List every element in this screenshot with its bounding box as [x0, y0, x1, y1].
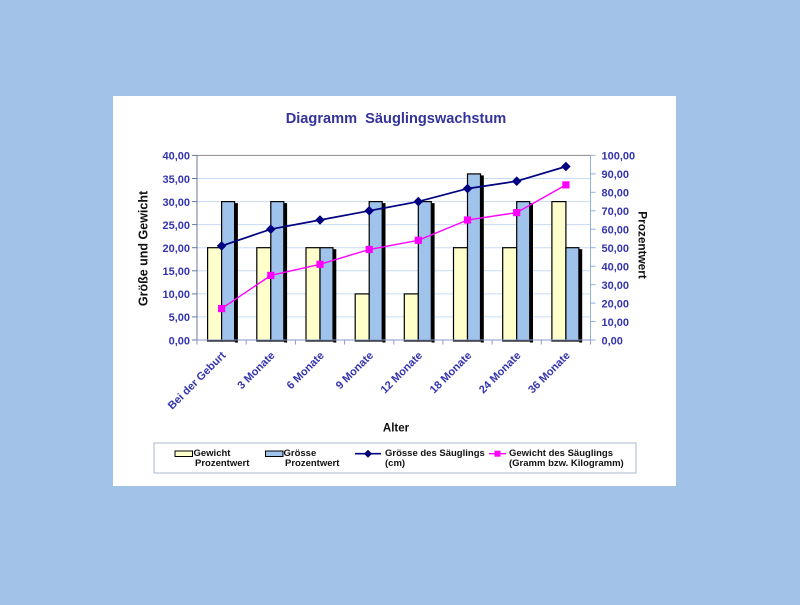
svg-text:50,00: 50,00 [602, 243, 630, 255]
svg-text:0,00: 0,00 [169, 335, 190, 347]
svg-text:Größe und Gewicht: Größe und Gewicht [137, 190, 151, 306]
svg-text:80,00: 80,00 [602, 188, 630, 200]
svg-text:40,00: 40,00 [162, 151, 190, 163]
svg-text:90,00: 90,00 [602, 169, 630, 181]
svg-text:20,00: 20,00 [162, 243, 190, 255]
svg-text:5,00: 5,00 [169, 312, 190, 324]
svg-text:Grösse: Grösse [284, 448, 317, 459]
svg-text:Alter: Alter [383, 423, 410, 435]
svg-text:Prozentwert: Prozentwert [636, 211, 650, 279]
svg-text:10,00: 10,00 [162, 289, 190, 301]
svg-text:30,00: 30,00 [602, 280, 630, 292]
svg-text:35,00: 35,00 [162, 174, 190, 186]
svg-text:0,00: 0,00 [602, 335, 623, 347]
svg-text:40,00: 40,00 [602, 262, 630, 274]
svg-text:60,00: 60,00 [602, 225, 630, 237]
svg-text:70,00: 70,00 [602, 206, 630, 218]
svg-text:(cm): (cm) [385, 458, 405, 469]
svg-text:Diagramm Säuglingswachstum: Diagramm Säuglingswachstum [286, 111, 507, 127]
svg-text:Gewicht des Säuglings: Gewicht des Säuglings [509, 448, 613, 459]
svg-text:Grösse des Säuglings: Grösse des Säuglings [385, 448, 485, 459]
svg-text:20,00: 20,00 [602, 298, 630, 310]
svg-text:10,00: 10,00 [602, 317, 630, 329]
svg-text:(Gramm bzw. Kilogramm): (Gramm bzw. Kilogramm) [509, 458, 624, 469]
svg-text:25,00: 25,00 [162, 220, 190, 232]
svg-text:15,00: 15,00 [162, 266, 190, 278]
svg-text:Gewicht: Gewicht [194, 448, 232, 459]
svg-text:100,00: 100,00 [602, 151, 636, 163]
svg-text:30,00: 30,00 [162, 197, 190, 209]
svg-text:Prozentwert: Prozentwert [285, 458, 340, 469]
svg-text:Prozentwert: Prozentwert [195, 458, 250, 469]
